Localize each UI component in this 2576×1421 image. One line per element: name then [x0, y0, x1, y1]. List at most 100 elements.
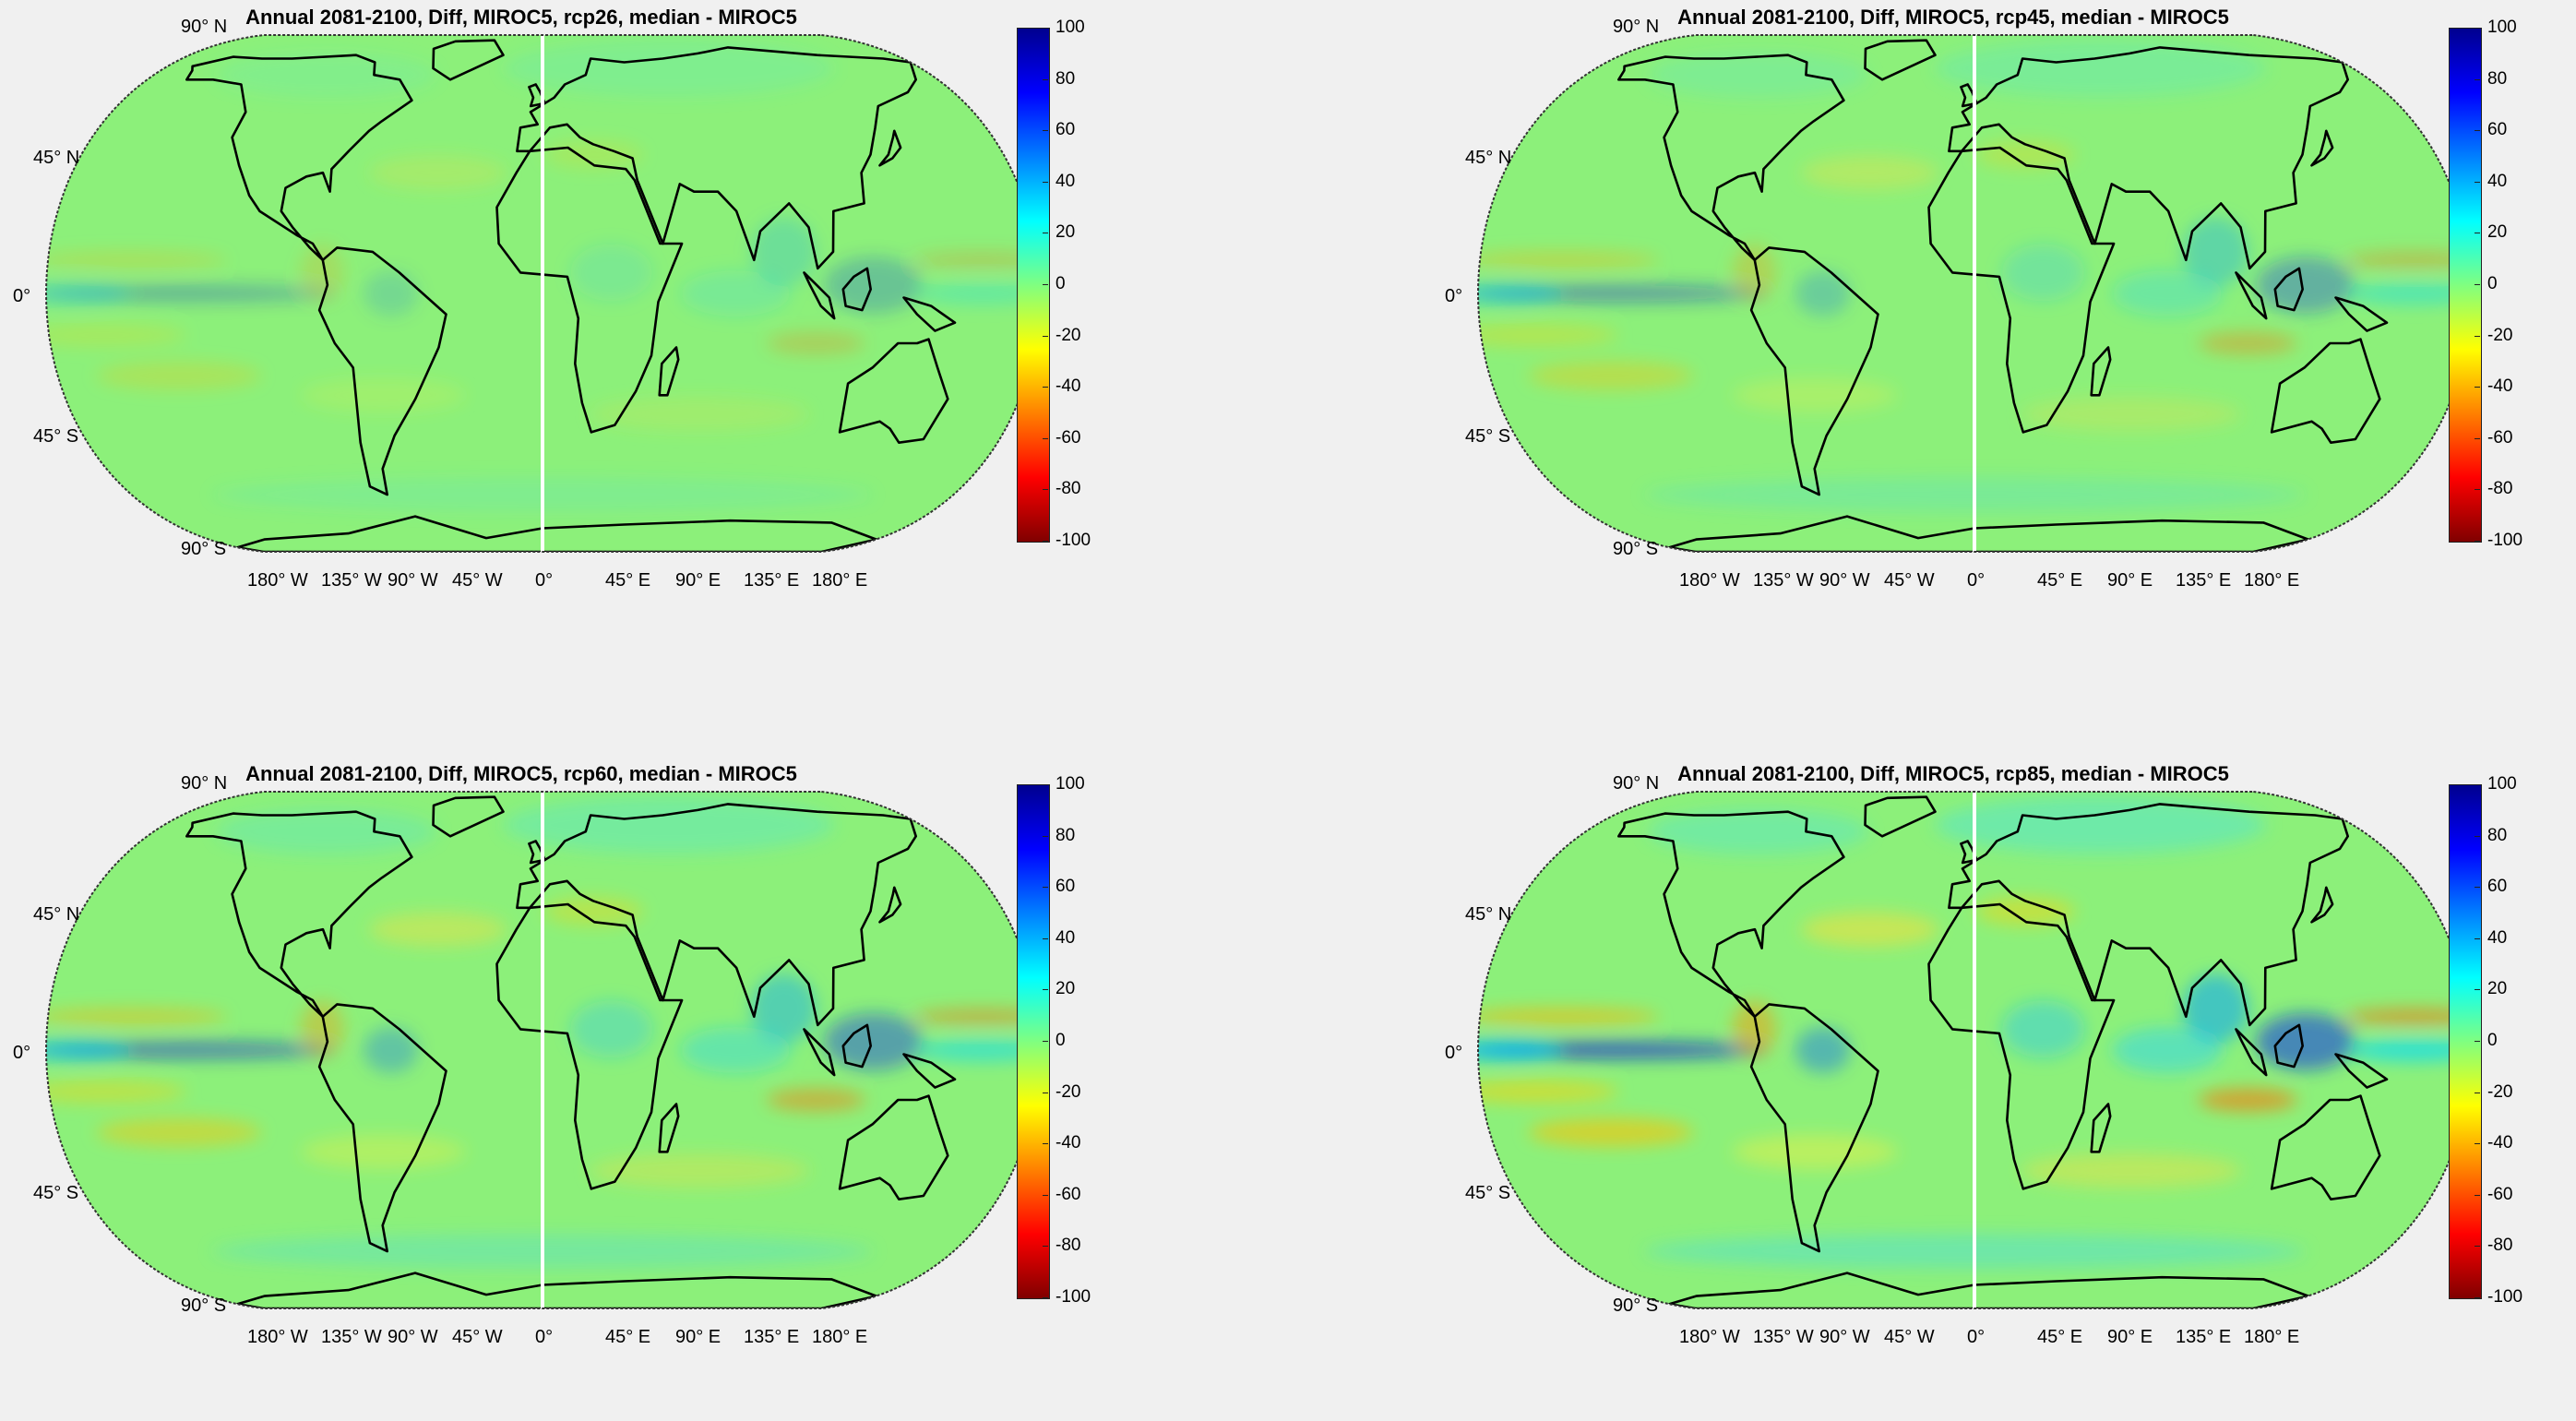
colorbar-tick-label: -100	[2487, 531, 2523, 550]
colorbar-tick-mark	[1043, 130, 1048, 132]
coastline-antarctica	[1668, 515, 2310, 552]
lat-label: 0°	[1445, 286, 1463, 306]
colorbar-tick-label: -80	[2487, 479, 2513, 499]
colorbar-tick-mark	[2475, 1041, 2480, 1042]
colorbar-tick-mark	[1043, 887, 1048, 889]
lon-label: 45° W	[452, 570, 503, 591]
lon-label: 135° W	[321, 1327, 382, 1347]
lon-label: 0°	[535, 1327, 554, 1347]
lon-label: 180° W	[1679, 1327, 1740, 1347]
colorbar-tick-label: 20	[2487, 222, 2508, 243]
map-panel-rcp85: Annual 2081-2100, Diff, MIROC5, rcp85, m…	[1432, 757, 2576, 1421]
colorbar-tick-label: -40	[2487, 376, 2513, 397]
lon-label: 135° W	[1753, 570, 1814, 591]
colorbar-tick-label: 20	[1055, 222, 1076, 243]
colorbar-tick-mark	[1043, 835, 1048, 837]
lon-label: 45° E	[2037, 1327, 2083, 1347]
coastline-north-america	[1617, 810, 1845, 1019]
lon-label: 180° E	[812, 1327, 868, 1347]
lat-label: 45° N	[1465, 148, 1512, 168]
colorbar-tick-label: 0	[2487, 274, 2498, 293]
coastline-greenland	[1864, 795, 1937, 838]
colorbar-tick-mark	[1043, 784, 1048, 785]
lon-label: 180° W	[247, 1327, 308, 1347]
colorbar-tick-mark	[2475, 181, 2480, 183]
lon-label: 90° E	[675, 570, 722, 591]
colorbar	[2449, 28, 2482, 543]
lon-label: 90° W	[388, 1327, 438, 1347]
colorbar-tick-label: 100	[2487, 774, 2517, 794]
coastline-japan	[2310, 886, 2334, 924]
coastline-europe-asia	[1948, 803, 2349, 1027]
coastline-europe-asia	[516, 46, 917, 270]
colorbar-tick-label: -20	[2487, 1081, 2513, 1102]
colorbar-tick-mark	[2475, 28, 2480, 29]
colorbar-tick-label: -60	[2487, 427, 2513, 448]
world-map	[1476, 34, 2473, 553]
longitude-axis: 180° W 135° W 90° W 45° W 0° 45° E 90° E 135° E…	[1432, 570, 2539, 598]
lat-label: 45° N	[1465, 904, 1512, 925]
colorbar-tick-mark	[2475, 937, 2480, 939]
coastline-sumatra	[2235, 271, 2268, 320]
coastline-japan	[878, 129, 902, 167]
colorbar-tick-mark	[1043, 1041, 1048, 1042]
colorbar-tick-label: -100	[2487, 1287, 2523, 1307]
colorbar-tick-mark	[1043, 387, 1048, 388]
coastline-japan	[2310, 129, 2334, 167]
lon-label: 90° W	[1819, 1327, 1870, 1347]
colorbar	[1017, 28, 1050, 543]
coastline-australia	[838, 1094, 949, 1200]
panel-title: Annual 2081-2100, Diff, MIROC5, rcp60, m…	[245, 762, 797, 785]
coastline-europe-asia	[516, 803, 917, 1027]
longitude-axis: 180° W 135° W 90° W 45° W 0° 45° E 90° E 135° E…	[0, 1327, 1107, 1355]
colorbar-tick-label: -100	[1055, 1287, 1091, 1307]
colorbar	[1017, 784, 1050, 1299]
coastline-africa	[495, 902, 684, 1190]
lon-label: 0°	[535, 570, 554, 591]
coastline-sumatra	[803, 271, 836, 320]
colorbar-tick-mark	[2475, 1143, 2480, 1145]
coastline-borneo	[841, 1023, 872, 1069]
coastline-borneo	[2273, 267, 2304, 312]
colorbar-tick-label: -20	[1055, 325, 1081, 345]
lat-label: 45° S	[1465, 1183, 1511, 1203]
lon-label: 180° E	[812, 570, 868, 591]
colorbar-tick-mark	[1043, 28, 1048, 29]
coastline-africa	[1927, 146, 2116, 434]
colorbar-tick-mark	[2475, 835, 2480, 837]
colorbar-tick-label: 80	[1055, 825, 1076, 845]
colorbar-tick-mark	[1043, 989, 1048, 991]
lat-label: 45° S	[33, 426, 79, 447]
lat-label: 90° S	[181, 539, 227, 559]
coastline-greenland	[1864, 39, 1937, 81]
colorbar-tick-label: -60	[1055, 427, 1081, 448]
lon-label: 90° E	[2107, 1327, 2153, 1347]
colorbar-tick-mark	[1043, 1143, 1048, 1145]
coastline-australia	[2270, 1094, 2381, 1200]
colorbar-tick-mark	[2475, 284, 2480, 285]
lon-label: 45° W	[1884, 1327, 1935, 1347]
lon-label: 135° E	[2176, 570, 2232, 591]
colorbar-tick-mark	[2475, 1194, 2480, 1196]
colorbar-tick-mark	[2475, 887, 2480, 889]
coastline-new-guinea	[902, 1053, 957, 1089]
coastline-uk	[528, 83, 546, 108]
coastline-africa	[495, 146, 684, 434]
colorbar-tick-mark	[1043, 335, 1048, 337]
colorbar-tick-label: 100	[1055, 774, 1085, 794]
lon-label: 135° W	[1753, 1327, 1814, 1347]
coastline-uk	[528, 840, 546, 865]
lat-label: 90° N	[181, 17, 228, 37]
coastline-new-guinea	[2334, 1053, 2389, 1089]
lon-label: 90° E	[2107, 570, 2153, 591]
colorbar-tick-mark	[2475, 437, 2480, 439]
lon-label: 180° E	[2244, 1327, 2300, 1347]
colorbar-tick-mark	[1043, 541, 1048, 542]
lon-label: 180° W	[1679, 570, 1740, 591]
colorbar-tick-mark	[1043, 489, 1048, 491]
coastline-antarctica	[236, 1272, 878, 1308]
lon-label: 180° W	[247, 570, 308, 591]
colorbar-tick-label: 20	[1055, 979, 1076, 999]
lon-label: 135° E	[2176, 1327, 2232, 1347]
map-boundary	[1476, 34, 2473, 553]
